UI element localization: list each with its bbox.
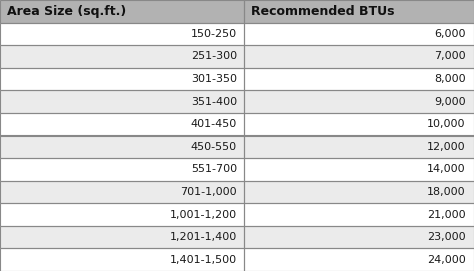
Text: 551-700: 551-700 xyxy=(191,164,237,174)
Text: 301-350: 301-350 xyxy=(191,74,237,84)
Bar xyxy=(0,158,244,181)
Bar xyxy=(244,181,474,203)
Text: 1,201-1,400: 1,201-1,400 xyxy=(170,232,237,242)
Text: 401-450: 401-450 xyxy=(191,119,237,129)
Bar xyxy=(0,226,244,249)
Text: Recommended BTUs: Recommended BTUs xyxy=(251,5,395,18)
Bar xyxy=(0,249,244,271)
Text: 8,000: 8,000 xyxy=(434,74,465,84)
Text: Area Size (sq.ft.): Area Size (sq.ft.) xyxy=(7,5,127,18)
Bar xyxy=(0,113,244,136)
Text: 14,000: 14,000 xyxy=(427,164,465,174)
Text: 12,000: 12,000 xyxy=(427,142,465,152)
Bar xyxy=(244,68,474,90)
Bar xyxy=(0,203,244,226)
Bar xyxy=(244,136,474,158)
Bar xyxy=(244,113,474,136)
Bar xyxy=(244,90,474,113)
Bar xyxy=(0,0,244,22)
Bar xyxy=(0,181,244,203)
Bar xyxy=(0,90,244,113)
Text: 450-550: 450-550 xyxy=(191,142,237,152)
Text: 23,000: 23,000 xyxy=(427,232,465,242)
Text: 701-1,000: 701-1,000 xyxy=(181,187,237,197)
Bar xyxy=(244,45,474,68)
Text: 21,000: 21,000 xyxy=(427,209,465,220)
Text: 10,000: 10,000 xyxy=(427,119,465,129)
Text: 150-250: 150-250 xyxy=(191,29,237,39)
Bar xyxy=(0,22,244,45)
Bar xyxy=(244,22,474,45)
Text: 6,000: 6,000 xyxy=(434,29,465,39)
Text: 251-300: 251-300 xyxy=(191,51,237,62)
Bar xyxy=(244,203,474,226)
Text: 9,000: 9,000 xyxy=(434,97,465,107)
Bar xyxy=(244,158,474,181)
Bar xyxy=(244,226,474,249)
Bar xyxy=(0,136,244,158)
Text: 24,000: 24,000 xyxy=(427,255,465,265)
Text: 1,401-1,500: 1,401-1,500 xyxy=(170,255,237,265)
Text: 18,000: 18,000 xyxy=(427,187,465,197)
Bar xyxy=(0,68,244,90)
Bar xyxy=(0,45,244,68)
Bar xyxy=(244,0,474,22)
Text: 351-400: 351-400 xyxy=(191,97,237,107)
Text: 7,000: 7,000 xyxy=(434,51,465,62)
Text: 1,001-1,200: 1,001-1,200 xyxy=(170,209,237,220)
Bar xyxy=(244,249,474,271)
